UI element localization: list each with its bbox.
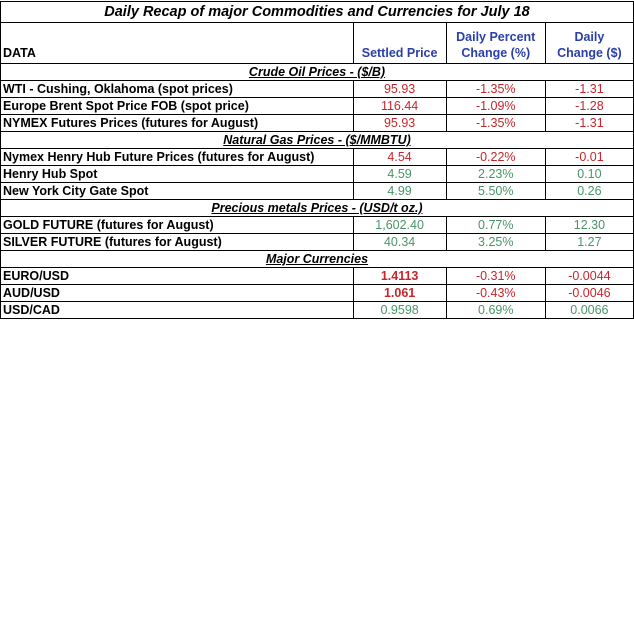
settled-price-cell: 40.34 bbox=[352, 233, 447, 251]
row-label: USD/CAD bbox=[0, 301, 354, 319]
percent-change-cell: 2.23% bbox=[445, 165, 546, 183]
settled-price-cell: 116.44 bbox=[352, 97, 447, 115]
header-pct-line1: Daily Percent bbox=[456, 30, 536, 44]
table-row: New York City Gate Spot 4.99 5.50% 0.26 bbox=[0, 182, 634, 200]
section-title: Crude Oil Prices - ($/B) bbox=[248, 65, 386, 79]
table-row: NYMEX Futures Prices (futures for August… bbox=[0, 114, 634, 132]
section-header-row: Natural Gas Prices - ($/MMBTU) bbox=[0, 131, 634, 149]
daily-change-cell: 0.26 bbox=[544, 182, 634, 200]
settled-price-cell: 1.4113 bbox=[352, 267, 447, 285]
table-row: Europe Brent Spot Price FOB (spot price)… bbox=[0, 97, 634, 115]
table-row: Nymex Henry Hub Future Prices (futures f… bbox=[0, 148, 634, 166]
title-row: Daily Recap of major Commodities and Cur… bbox=[0, 1, 634, 23]
table-row: GOLD FUTURE (futures for August) 1,602.4… bbox=[0, 216, 634, 234]
row-label: New York City Gate Spot bbox=[0, 182, 354, 200]
header-chg-line1: Daily bbox=[574, 30, 605, 44]
table-row: SILVER FUTURE (futures for August) 40.34… bbox=[0, 233, 634, 251]
percent-change-cell: -0.31% bbox=[445, 267, 546, 285]
row-label: AUD/USD bbox=[0, 284, 354, 302]
header-row: DATA Settled Price Daily Percent Change (… bbox=[0, 22, 634, 64]
daily-change-cell: -1.28 bbox=[544, 97, 634, 115]
settled-price-cell: 4.54 bbox=[352, 148, 447, 166]
header-pct-line2: Change (%) bbox=[461, 46, 531, 60]
row-label: NYMEX Futures Prices (futures for August… bbox=[0, 114, 354, 132]
table-title: Daily Recap of major Commodities and Cur… bbox=[0, 1, 634, 23]
header-settled-price: Settled Price bbox=[352, 22, 447, 64]
daily-change-cell: -1.31 bbox=[544, 114, 634, 132]
percent-change-cell: 5.50% bbox=[445, 182, 546, 200]
settled-price-cell: 4.59 bbox=[352, 165, 447, 183]
percent-change-cell: -0.22% bbox=[445, 148, 546, 166]
header-data: DATA bbox=[0, 22, 354, 64]
percent-change-cell: 0.77% bbox=[445, 216, 546, 234]
table-row: USD/CAD 0.9598 0.69% 0.0066 bbox=[0, 301, 634, 319]
daily-change-cell: 12.30 bbox=[544, 216, 634, 234]
settled-price-cell: 95.93 bbox=[352, 80, 447, 98]
percent-change-cell: -1.35% bbox=[445, 114, 546, 132]
daily-change-cell: -0.01 bbox=[544, 148, 634, 166]
settled-price-cell: 1.061 bbox=[352, 284, 447, 302]
daily-change-cell: 0.10 bbox=[544, 165, 634, 183]
percent-change-cell: -0.43% bbox=[445, 284, 546, 302]
section-title: Natural Gas Prices - ($/MMBTU) bbox=[223, 133, 411, 147]
percent-change-cell: 3.25% bbox=[445, 233, 546, 251]
table-row: AUD/USD 1.061 -0.43% -0.0046 bbox=[0, 284, 634, 302]
daily-change-cell: -0.0046 bbox=[544, 284, 634, 302]
header-daily-change: Daily Change ($) bbox=[544, 22, 634, 64]
row-label: Henry Hub Spot bbox=[0, 165, 354, 183]
section-header-row: Crude Oil Prices - ($/B) bbox=[0, 63, 634, 81]
settled-price-cell: 95.93 bbox=[352, 114, 447, 132]
percent-change-cell: 0.69% bbox=[445, 301, 546, 319]
daily-change-cell: -1.31 bbox=[544, 80, 634, 98]
table-row: EURO/USD 1.4113 -0.31% -0.0044 bbox=[0, 267, 634, 285]
row-label: Europe Brent Spot Price FOB (spot price) bbox=[0, 97, 354, 115]
daily-change-cell: 1.27 bbox=[544, 233, 634, 251]
row-label: Nymex Henry Hub Future Prices (futures f… bbox=[0, 148, 354, 166]
daily-change-cell: 0.0066 bbox=[544, 301, 634, 319]
row-label: GOLD FUTURE (futures for August) bbox=[0, 216, 354, 234]
section-header-row: Major Currencies bbox=[0, 250, 634, 268]
header-daily-percent-change: Daily Percent Change (%) bbox=[445, 22, 546, 64]
section-header-row: Precious metals Prices - (USD/t oz.) bbox=[0, 199, 634, 217]
row-label: WTI - Cushing, Oklahoma (spot prices) bbox=[0, 80, 354, 98]
settled-price-cell: 4.99 bbox=[352, 182, 447, 200]
settled-price-cell: 1,602.40 bbox=[352, 216, 447, 234]
percent-change-cell: -1.35% bbox=[445, 80, 546, 98]
commodities-recap-table: Daily Recap of major Commodities and Cur… bbox=[0, 1, 634, 319]
section-title: Precious metals Prices - (USD/t oz.) bbox=[211, 201, 423, 215]
settled-price-cell: 0.9598 bbox=[352, 301, 447, 319]
daily-change-cell: -0.0044 bbox=[544, 267, 634, 285]
row-label: SILVER FUTURE (futures for August) bbox=[0, 233, 354, 251]
table-row: Henry Hub Spot 4.59 2.23% 0.10 bbox=[0, 165, 634, 183]
table-row: WTI - Cushing, Oklahoma (spot prices) 95… bbox=[0, 80, 634, 98]
row-label: EURO/USD bbox=[0, 267, 354, 285]
percent-change-cell: -1.09% bbox=[445, 97, 546, 115]
header-chg-line2: Change ($) bbox=[557, 46, 622, 60]
section-title: Major Currencies bbox=[265, 252, 369, 266]
